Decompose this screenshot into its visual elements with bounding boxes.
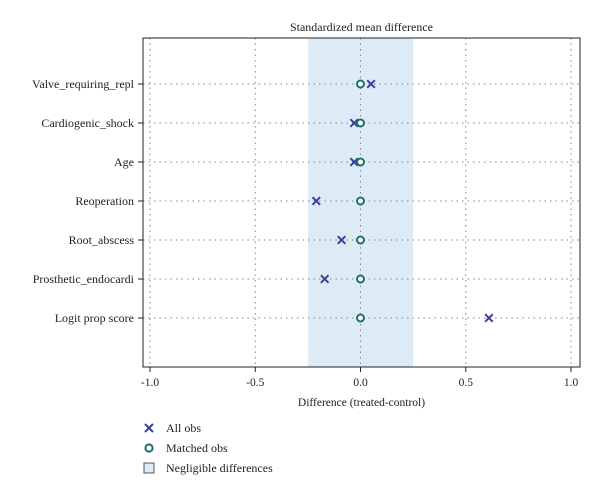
marker-matched-obs (356, 313, 365, 323)
marker-all-obs (366, 79, 376, 89)
x-tick-label: 0.0 (353, 377, 368, 389)
marker-all-obs (349, 118, 359, 128)
y-tick-label: Root_abscess (69, 233, 135, 247)
marker-matched-obs (356, 235, 365, 245)
legend-item-all-obs: All obs (142, 418, 273, 438)
marker-all-obs (484, 313, 494, 323)
chart-title: Standardized mean difference (290, 20, 433, 34)
marker-all-obs (337, 235, 347, 245)
legend-item-matched-obs: Matched obs (142, 438, 273, 458)
legend: All obs Matched obs Negligible differenc… (142, 418, 273, 478)
marker-all-obs (349, 157, 359, 167)
marker-matched-obs (356, 79, 365, 89)
legend-label-matched-obs: Matched obs (166, 441, 228, 455)
y-tick-label: Logit prop score (55, 311, 134, 325)
x-axis-label: Difference (treated-control) (298, 397, 425, 409)
legend-label-negligible: Negligible differences (166, 461, 273, 475)
x-tick-label: 0.5 (459, 377, 474, 389)
marker-all-obs (311, 196, 321, 206)
legend-label-all-obs: All obs (166, 421, 202, 435)
x-tick-label: -0.5 (246, 377, 264, 389)
x-marker-icon (142, 421, 156, 435)
x-tick-label: -1.0 (141, 377, 159, 389)
square-swatch-icon (142, 461, 156, 475)
marker-matched-obs (356, 157, 365, 167)
marker-matched-obs (356, 196, 365, 206)
y-tick-label: Prosthetic_endocardi (33, 272, 135, 286)
y-tick-label: Cardiogenic_shock (41, 116, 134, 130)
plot-frame (142, 37, 581, 368)
y-tick-label: Age (114, 155, 134, 169)
circle-marker-icon (142, 441, 156, 455)
marker-matched-obs (356, 118, 365, 128)
y-tick-label: Reoperation (75, 194, 134, 208)
marker-matched-obs (356, 274, 365, 284)
legend-item-negligible: Negligible differences (142, 458, 273, 478)
y-tick-label: Valve_requiring_repl (32, 77, 135, 91)
marker-all-obs (320, 274, 330, 284)
x-tick-label: 1.0 (564, 377, 579, 389)
